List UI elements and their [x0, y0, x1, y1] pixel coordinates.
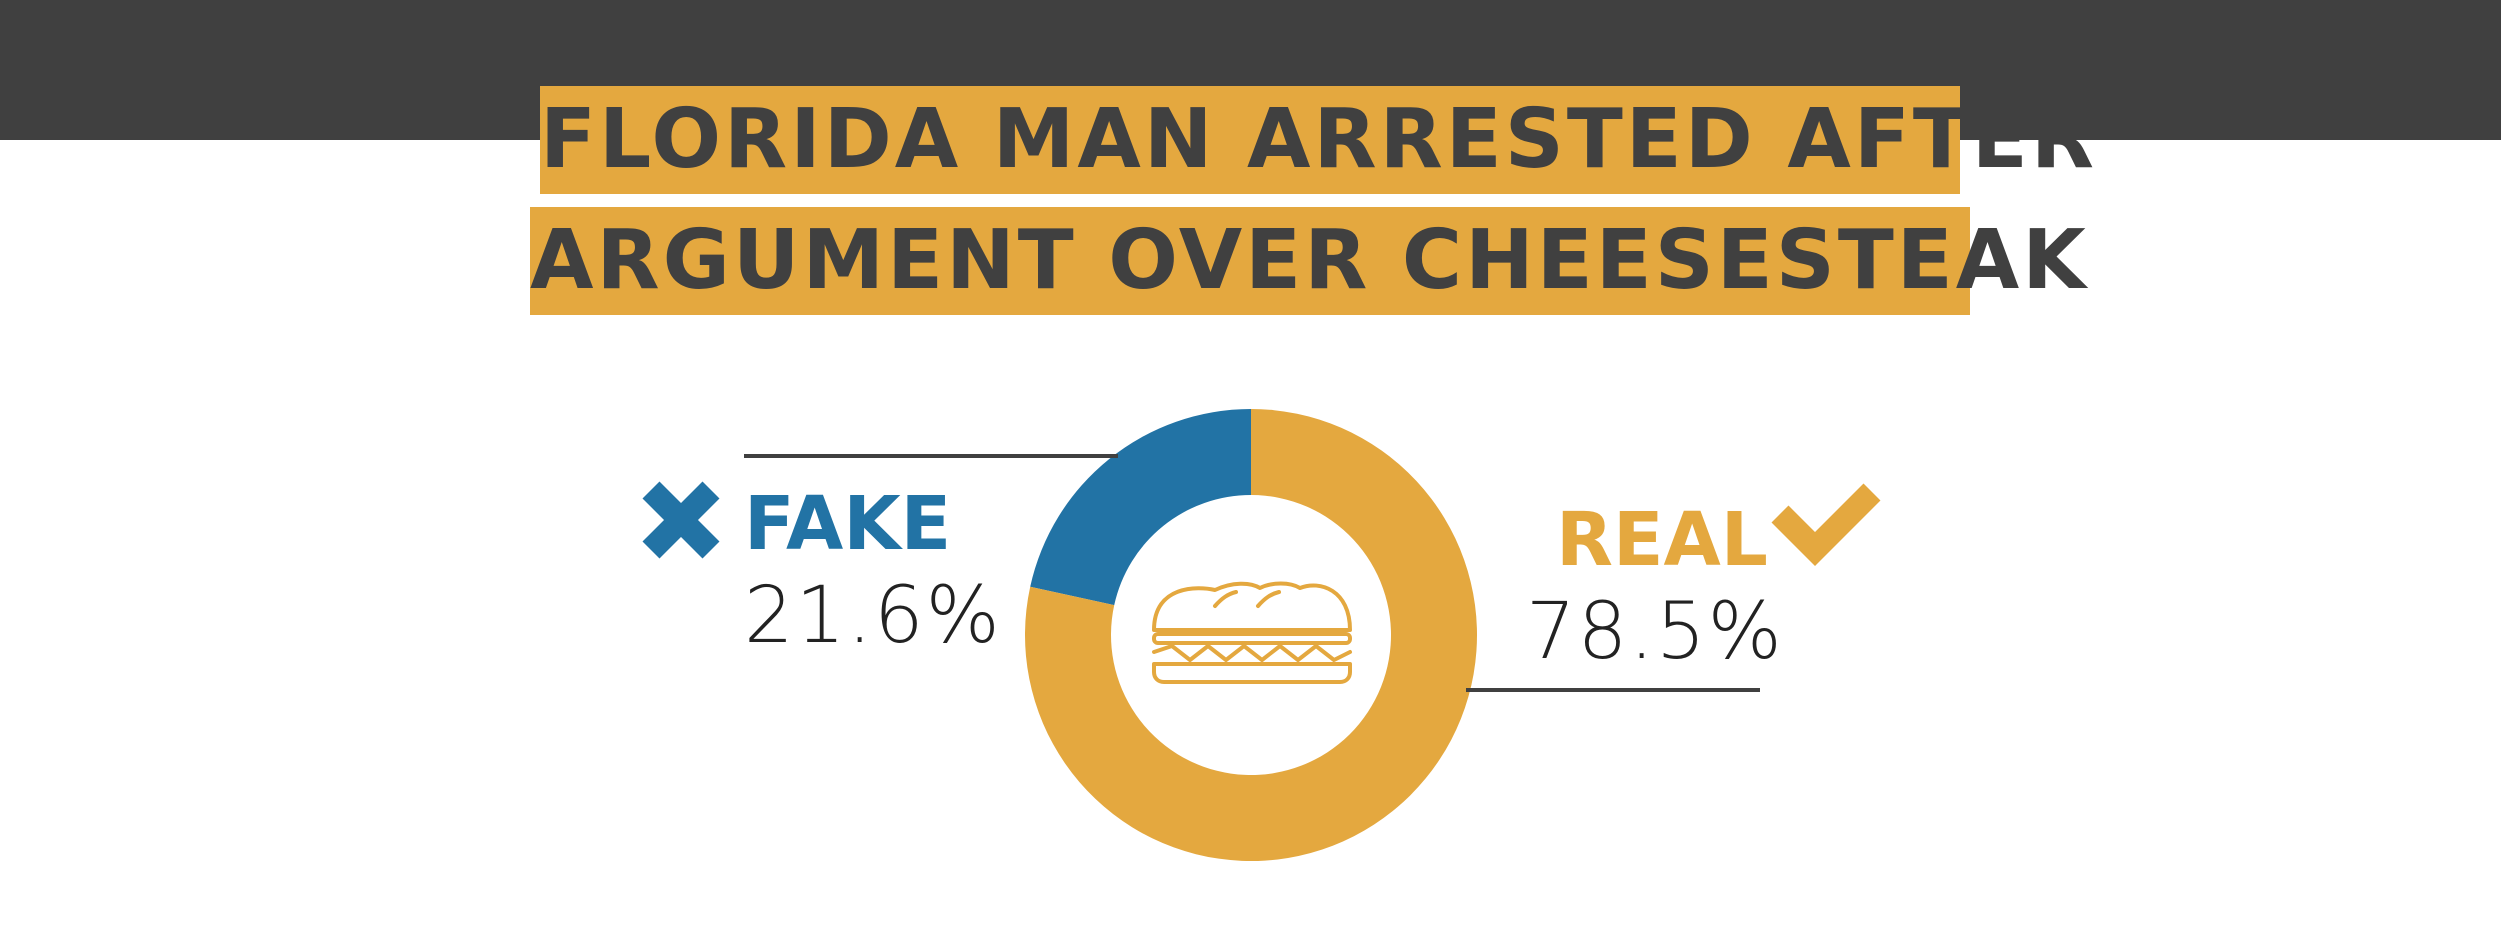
fake-label: FAKE [744, 481, 952, 567]
headline-line-2: ARGUMENT OVER CHEESESTEAK [530, 207, 2086, 315]
donut-slices [1024, 409, 1477, 861]
sandwich-icon [1152, 581, 1352, 684]
check-icon [1771, 483, 1881, 566]
real-percent: 78.5% [1526, 587, 1784, 677]
fake-percent: 21.6% [744, 571, 1002, 661]
x-icon [642, 481, 720, 559]
headline-line-1: FLORIDA MAN ARRESTED AFTER [540, 86, 2094, 194]
donut-slice-fake [1030, 409, 1251, 606]
donut-slice-real [1024, 409, 1477, 861]
real-label: REAL [1556, 497, 1768, 583]
